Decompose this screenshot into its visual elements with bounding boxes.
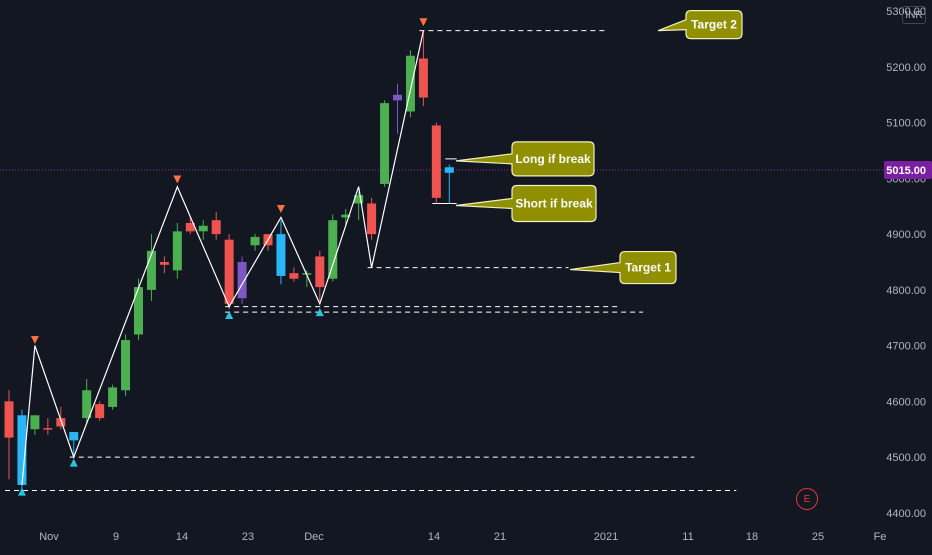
x-tick-label: 23 <box>242 531 254 543</box>
candle-body <box>250 236 260 246</box>
candle-body <box>380 103 390 184</box>
candle-body <box>341 214 351 218</box>
callout-balloon <box>455 141 595 177</box>
x-tick-label: Nov <box>39 531 59 543</box>
candle-body <box>134 287 143 335</box>
x-tick-label: Fe <box>874 531 887 543</box>
x-tick-label: 18 <box>746 531 758 543</box>
candle-body <box>95 404 105 419</box>
candle-body <box>4 401 14 438</box>
zigzag-line <box>21 30 424 486</box>
callout-balloon <box>657 10 743 40</box>
pivot-high-arrow-icon <box>173 175 182 184</box>
y-tick-label: 4600.00 <box>886 396 926 408</box>
pivot-low-arrow-icon <box>69 458 78 467</box>
y-tick-label: 4900.00 <box>886 229 926 241</box>
candle-body <box>146 250 156 290</box>
candle-body <box>328 220 338 279</box>
candle-body <box>108 387 118 407</box>
x-tick-label: Dec <box>304 531 324 543</box>
candle-body <box>418 58 428 98</box>
candle-body <box>69 432 79 441</box>
last-price-tag <box>884 161 932 180</box>
candle-body <box>30 415 40 430</box>
callout-label: Target 2 <box>691 18 737 32</box>
callout-balloon <box>569 250 677 285</box>
candle-body <box>431 125 441 198</box>
earnings-event-icon[interactable]: E <box>796 488 818 510</box>
currency-label[interactable]: INR <box>902 6 926 24</box>
pivot-high-arrow-icon <box>419 18 428 27</box>
candle-body <box>289 273 299 279</box>
pivot-low-arrow-icon <box>17 487 26 496</box>
callout-label: Short if break <box>515 196 593 210</box>
last-price-label: 5015.00 <box>886 165 926 177</box>
x-tick-label: 9 <box>113 531 119 543</box>
y-tick-label: 5300.00 <box>886 6 926 18</box>
x-tick-label: 11 <box>682 531 693 543</box>
x-tick-label: 21 <box>494 531 506 543</box>
y-tick-label: 5100.00 <box>886 118 926 130</box>
candle-body <box>354 195 364 204</box>
x-tick-label: 14 <box>428 531 440 543</box>
candle-body <box>367 203 377 235</box>
candle-body <box>237 262 247 299</box>
y-tick-label: 4800.00 <box>886 285 926 297</box>
candle-body <box>198 225 208 232</box>
pivot-high-arrow-icon <box>30 336 39 345</box>
candle-body <box>172 231 182 271</box>
candle-body <box>159 262 169 265</box>
y-tick-label: 4400.00 <box>886 508 926 520</box>
y-tick-label: 4500.00 <box>886 452 926 464</box>
candle-body <box>444 167 454 173</box>
pivot-high-arrow-icon <box>276 205 285 214</box>
candle-body <box>315 256 325 288</box>
candle-body <box>121 340 131 391</box>
candle-body <box>211 220 221 235</box>
candle-body <box>56 418 66 427</box>
pivot-low-arrow-icon <box>315 308 324 317</box>
callout-label: Long if break <box>515 152 591 166</box>
callout-label: Target 1 <box>625 261 671 275</box>
candle-body <box>393 94 402 101</box>
candle-body <box>224 239 234 304</box>
y-tick-label: 5200.00 <box>886 62 926 74</box>
x-tick-label: 25 <box>812 531 824 543</box>
pivot-low-arrow-icon <box>225 310 234 319</box>
x-tick-label: 2021 <box>594 531 618 543</box>
x-tick-label: 14 <box>176 531 188 543</box>
candle-body <box>276 234 286 276</box>
candle-body <box>82 390 92 419</box>
candle-body <box>185 222 195 232</box>
candle-body <box>17 415 27 485</box>
callout-balloon <box>455 184 597 223</box>
y-tick-label: 4700.00 <box>886 341 926 353</box>
candle-body <box>405 55 415 112</box>
candle-body <box>43 428 53 430</box>
